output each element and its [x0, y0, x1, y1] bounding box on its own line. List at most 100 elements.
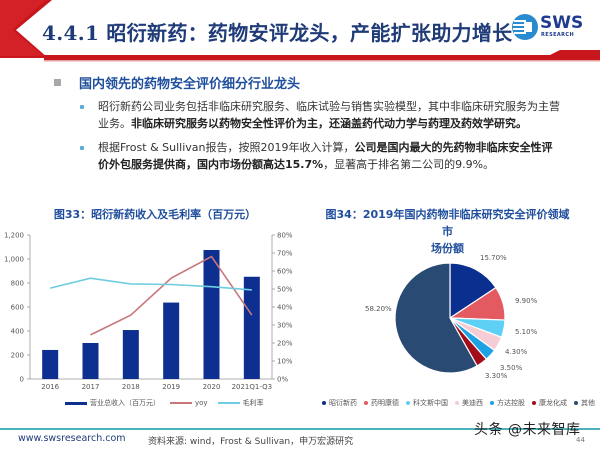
- legend-label: 其他: [581, 399, 595, 407]
- legend-label: 美迪西: [462, 399, 483, 407]
- logo-subtext: RESEARCH: [541, 32, 575, 38]
- yoy-line: [90, 255, 253, 336]
- legend-item: yoy: [170, 399, 208, 407]
- footer-url[interactable]: www.swsresearch.com: [18, 433, 126, 444]
- x-tick-label: 2020: [203, 383, 221, 391]
- chart34-title-line2: 场份额: [431, 242, 464, 255]
- left-tick-label: 1,200: [4, 232, 24, 240]
- legend-label: 科文斯中国: [413, 399, 448, 407]
- section-heading: 国内领先的药物安全评价细分行业龙头: [54, 73, 300, 92]
- right-tick-label: 0%: [277, 376, 288, 384]
- left-tick-label: 400: [11, 328, 24, 336]
- legend-item: 方达控股: [490, 398, 525, 408]
- revenue-bar: [163, 302, 180, 379]
- right-tick-label: 70%: [277, 250, 293, 258]
- bullet-item: 根据Frost & Sullivan报告，按照2019年收入计算，公司是国内最大…: [80, 139, 560, 173]
- pie-slice: [394, 262, 478, 374]
- x-tick-label: 2016: [41, 383, 59, 391]
- chart34-title: 图34：2019年国内药物非临床研究安全评价领域市 场份额: [325, 206, 570, 257]
- pie-value-label: 58.20%: [365, 305, 392, 313]
- revenue-margin-chart: 0 200 400 600 800 1,000 1,200 0% 10% 20% 30% 40% 50%…: [4, 232, 293, 392]
- square-bullet-icon: [54, 79, 61, 86]
- legend-label: 毛利率: [242, 399, 264, 407]
- x-tick-label: 2021Q1-Q3: [232, 383, 273, 391]
- legend-label: 昭衍新药: [329, 399, 357, 407]
- legend-item: 昭衍新药: [322, 398, 357, 408]
- legend-dot-icon: [490, 401, 494, 405]
- bullet-normal-text: 根据Frost & Sullivan报告，按照2019年收入计算，: [98, 141, 355, 154]
- legend-dot-icon: [406, 401, 410, 405]
- bullet-normal-text: 昭衍新药公司业务包括非临床研究服务、临床试验与销售实验模型，其中非临床研究服务为…: [98, 100, 560, 130]
- footer-source: 资料来源: wind，Frost & Sullivan，申万宏源研究: [148, 437, 354, 447]
- page-title: 4.4.1 昭衍新药：药物安评龙头，产能扩张助力增长: [42, 21, 513, 45]
- header-decoration: [0, 0, 600, 62]
- pie-value-label: 5.10%: [515, 328, 538, 336]
- right-tick-label: 20%: [277, 340, 293, 348]
- legend-item: 科文斯中国: [406, 398, 448, 408]
- right-tick-label: 30%: [277, 322, 293, 330]
- chart33-title: 图33：昭衍新药收入及毛利率（百万元）: [53, 208, 257, 221]
- revenue-bar: [82, 343, 99, 379]
- slide-header: 4.4.1 昭衍新药：药物安评龙头，产能扩张助力增长 SWS RESEARCH: [0, 0, 600, 62]
- chart34-legend: 昭衍新药 药明康德 科文斯中国 美迪西 方达控股 康龙化成 其他: [322, 398, 600, 408]
- pie-value-label: 15.70%: [480, 254, 507, 262]
- bullet-bold-text: 非临床研究服务以药物安全性评价为主，还涵盖药代动力学与药理及药效学研究。: [131, 117, 527, 130]
- bullet-item: 昭衍新药公司业务包括非临床研究服务、临床试验与销售实验模型，其中非临床研究服务为…: [80, 98, 560, 132]
- right-tick-label: 50%: [277, 286, 293, 294]
- pie-value-label: 3.50%: [500, 364, 523, 372]
- gross-margin-line: [49, 277, 252, 291]
- pie-value-label: 4.30%: [505, 348, 528, 356]
- legend-item: 毛利率: [217, 398, 264, 408]
- x-tick-label: 2019: [162, 383, 180, 391]
- legend-label: 康龙化成: [539, 399, 567, 407]
- bullet-list: 昭衍新药公司业务包括非临床研究服务、临床试验与销售实验模型，其中非临床研究服务为…: [80, 98, 560, 180]
- bullet-text: 根据Frost & Sullivan报告，按照2019年收入计算，公司是国内最大…: [98, 139, 560, 173]
- x-tick-label: 2018: [122, 383, 140, 391]
- left-tick-label: 600: [11, 304, 24, 312]
- section-title: 国内领先的药物安全评价细分行业龙头: [79, 77, 301, 92]
- watermark: 头条 @未来智库: [474, 422, 581, 438]
- chart33-legend: 营业总收入（百万元） yoy 毛利率: [65, 398, 274, 408]
- bullet-dot-icon: [80, 146, 84, 150]
- legend-label: 药明康德: [371, 399, 399, 407]
- right-tick-label: 40%: [277, 304, 293, 312]
- pie-slice: [449, 262, 497, 320]
- right-tick-label: 80%: [277, 232, 293, 240]
- left-tick-label: 1,000: [4, 256, 24, 264]
- logo-text: SWS: [540, 13, 584, 33]
- left-tick-label: 800: [11, 280, 24, 288]
- x-tick-label: 2017: [82, 383, 100, 391]
- market-share-pie-chart: 15.70% 9.90% 5.10% 4.30% 3.50%3.30% 58.20%: [365, 254, 538, 380]
- sws-logo-icon: [512, 14, 538, 40]
- chart34-title-line1: 图34：2019年国内药物非临床研究安全评价领域市: [325, 208, 570, 238]
- legend-swatch-icon: [65, 401, 87, 405]
- legend-dot-icon: [364, 401, 368, 405]
- legend-dot-icon: [574, 401, 578, 405]
- legend-item: 康龙化成: [532, 398, 567, 408]
- legend-dot-icon: [532, 401, 536, 405]
- legend-swatch-icon: [170, 402, 192, 404]
- right-tick-label: 10%: [277, 358, 293, 366]
- legend-item: 美迪西: [455, 398, 483, 408]
- legend-item: 营业总收入（百万元）: [65, 398, 160, 408]
- bullet-tail-text: ，显著高于排名第二公司的9.9%。: [323, 158, 495, 171]
- footer-divider: [0, 428, 600, 430]
- sws-logo: SWS RESEARCH: [510, 12, 590, 42]
- bullet-text: 昭衍新药公司业务包括非临床研究服务、临床试验与销售实验模型，其中非临床研究服务为…: [98, 98, 560, 132]
- revenue-bar: [122, 330, 139, 379]
- legend-label: 营业总收入（百万元）: [90, 399, 160, 407]
- page-number: 44: [576, 436, 585, 444]
- left-tick-label: 0: [20, 376, 24, 384]
- bullet-dot-icon: [80, 105, 84, 109]
- legend-item: 其他: [574, 398, 595, 408]
- revenue-bar: [243, 276, 260, 379]
- pie-value-label: 9.90%: [515, 297, 538, 305]
- legend-swatch-icon: [217, 402, 240, 404]
- left-tick-label: 200: [11, 352, 24, 360]
- pie-value-label: 3.30%: [485, 372, 508, 380]
- right-tick-label: 60%: [277, 268, 293, 276]
- bullet-bold-text: 公司是国内最大的先药物非临床安全性评价外包服务提供商，国内市场份额高达15.7%: [98, 141, 553, 171]
- legend-item: 药明康德: [364, 398, 399, 408]
- revenue-bar: [203, 250, 220, 379]
- legend-label: 方达控股: [497, 399, 525, 407]
